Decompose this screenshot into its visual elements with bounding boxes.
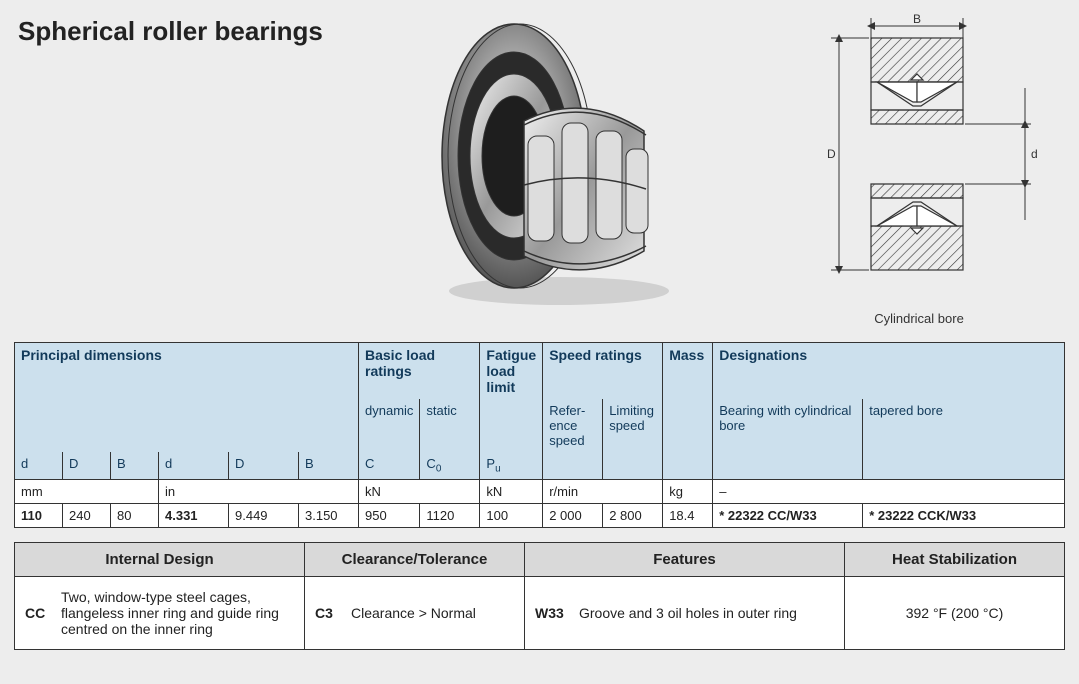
feat-hdr-heat: Heat Stabilization xyxy=(845,542,1065,576)
bearing-illustration xyxy=(424,16,704,319)
dim-label-D: D xyxy=(827,147,836,161)
feat-hdr-internal: Internal Design xyxy=(15,542,305,576)
units-row: mm in kN kN r/min kg – xyxy=(15,479,1065,503)
data-row: 110 240 80 4.331 9.449 3.150 950 1120 10… xyxy=(15,503,1065,527)
w33-text: Groove and 3 oil holes in outer ring xyxy=(579,605,834,621)
hdr-mass: Mass xyxy=(669,347,704,363)
hdr-principal: Principal dimensions xyxy=(21,347,162,363)
hdr-fatigue: Fatigue load limit xyxy=(486,347,536,395)
c3-code: C3 xyxy=(315,605,349,621)
cc-code: CC xyxy=(25,589,59,637)
w33-code: W33 xyxy=(535,605,577,621)
dim-label-d: d xyxy=(1031,147,1038,161)
dimension-diagram: B xyxy=(779,12,1059,326)
hdr-desig: Designations xyxy=(719,347,807,363)
dim-label-B: B xyxy=(913,12,921,26)
c3-text: Clearance > Normal xyxy=(351,605,514,621)
hero-area: Spherical roller bearings xyxy=(14,16,1065,336)
diagram-caption: Cylindrical bore xyxy=(779,311,1059,326)
heat-text: 392 °F (200 °C) xyxy=(845,576,1065,649)
features-table: Internal Design Clearance/Tolerance Feat… xyxy=(14,542,1065,650)
hdr-speed: Speed ratings xyxy=(549,347,642,363)
cc-text: Two, window-type steel cages, flangeless… xyxy=(61,589,294,637)
hdr-basic-load: Basic load ratings xyxy=(365,347,435,379)
feat-hdr-features: Features xyxy=(525,542,845,576)
feat-hdr-clearance: Clearance/Tolerance xyxy=(305,542,525,576)
spec-table: Principal dimensions Basic load ratings … xyxy=(14,342,1065,528)
